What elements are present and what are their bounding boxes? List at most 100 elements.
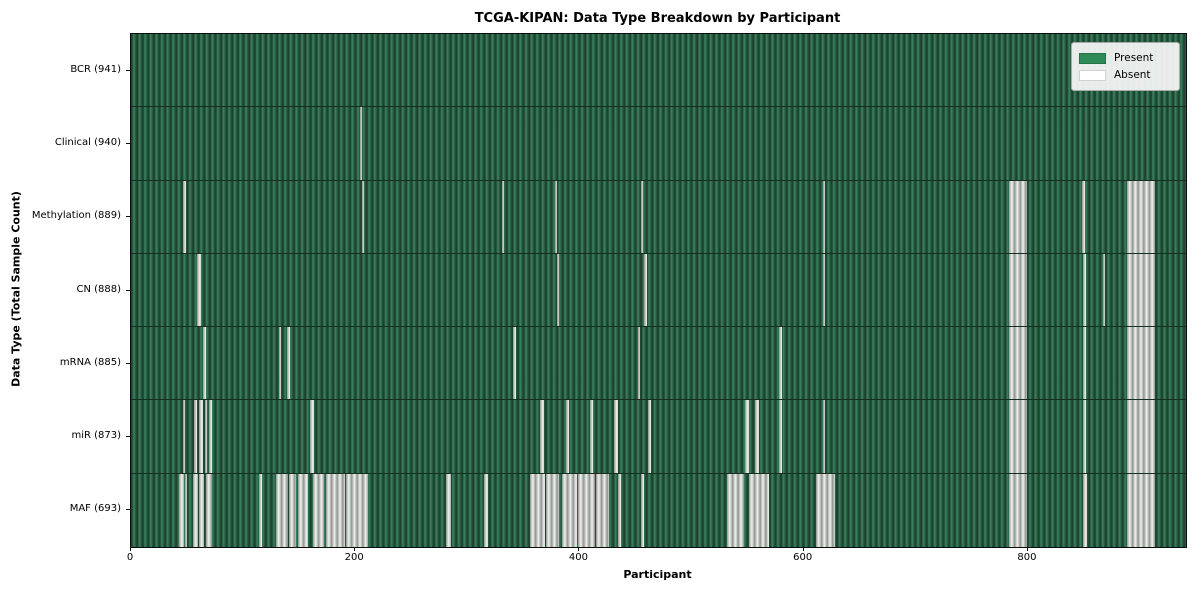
legend: Present Absent <box>1071 42 1180 91</box>
y-tick-label-cn: CN (888) <box>76 283 121 295</box>
absent-stripe <box>647 400 652 473</box>
y-tick-label-methylation: Methylation (889) <box>31 210 121 222</box>
absent-stripe <box>1082 253 1087 327</box>
y-tick-label-maf: MAF (693) <box>69 503 121 515</box>
y-tick-label-mir: miR (873) <box>71 430 121 442</box>
absent-stripe <box>1126 253 1155 327</box>
absent-stripe <box>192 473 199 547</box>
absent-stripe <box>779 400 783 473</box>
y-tick-label-mrna: mRNA (885) <box>59 356 121 368</box>
x-tick-label-800: 800 <box>1017 552 1037 563</box>
heatmap-row-bcr <box>131 34 1186 108</box>
absent-stripe <box>1008 473 1027 547</box>
absent-stripe <box>484 473 488 547</box>
absent-stripe <box>289 473 296 547</box>
absent-stripe <box>513 327 516 400</box>
absent-stripe <box>502 180 505 253</box>
x-tick-mark <box>578 547 580 551</box>
absent-stripe <box>182 400 185 473</box>
absent-stripe <box>199 400 203 473</box>
legend-label-absent: Absent <box>1114 68 1151 81</box>
absent-stripe <box>1126 180 1155 253</box>
x-tick-mark <box>1026 547 1028 551</box>
absent-stripe <box>1008 253 1027 327</box>
absent-stripe <box>1126 400 1155 473</box>
absent-stripe <box>275 473 288 547</box>
absent-stripe <box>326 473 346 547</box>
chart-title: TCGA-KIPAN: Data Type Breakdown by Parti… <box>474 11 841 26</box>
absent-stripe <box>359 107 362 180</box>
absent-stripe <box>822 253 825 327</box>
heatmap-row-mrna <box>131 327 1186 401</box>
absent-stripe <box>614 400 618 473</box>
y-tick-label-clinical: Clinical (940) <box>54 136 121 148</box>
absent-stripe <box>822 400 825 473</box>
heatmap-row-maf <box>131 473 1186 547</box>
absent-stripe <box>346 473 368 547</box>
y-tick-mark <box>126 509 130 511</box>
y-tick-mark <box>126 362 130 364</box>
absent-stripe <box>1008 327 1027 400</box>
x-tick-label-200: 200 <box>344 552 364 563</box>
absent-stripe <box>193 400 198 473</box>
x-tick-mark <box>354 547 356 551</box>
absent-stripe <box>1082 473 1088 547</box>
absent-stripe <box>1008 400 1027 473</box>
absent-stripe <box>641 180 644 253</box>
absent-stripe <box>641 473 645 547</box>
absent-stripe <box>179 473 184 547</box>
absent-stripe <box>182 180 186 253</box>
absent-stripe <box>644 253 647 327</box>
absent-stripe <box>184 473 188 547</box>
absent-stripe <box>1082 327 1087 400</box>
absent-stripe <box>589 400 593 473</box>
absent-stripe <box>540 400 544 473</box>
absent-stripe <box>566 400 570 473</box>
absent-stripe <box>822 180 825 253</box>
plot-area: Present Absent <box>130 33 1187 548</box>
legend-label-present: Present <box>1114 51 1154 64</box>
absent-stripe <box>204 400 208 473</box>
absent-stripe <box>545 473 560 547</box>
absent-stripe <box>596 473 609 547</box>
absent-stripe <box>209 400 212 473</box>
absent-stripe <box>312 473 324 547</box>
x-tick-mark <box>802 547 804 551</box>
absent-stripe <box>727 473 745 547</box>
heatmap-row-cn <box>131 253 1186 328</box>
absent-stripe <box>816 473 836 547</box>
absent-stripe <box>1103 253 1106 327</box>
absent-stripe <box>1126 473 1155 547</box>
absent-stripe <box>446 473 451 547</box>
x-tick-label-400: 400 <box>568 552 588 563</box>
y-tick-mark <box>126 69 130 71</box>
x-axis-title: Participant <box>623 568 692 581</box>
absent-stripe <box>1081 180 1086 253</box>
heatmap-row-mir <box>131 400 1186 474</box>
absent-stripe <box>199 473 204 547</box>
heatmap-row-methylation <box>131 180 1186 254</box>
x-tick-mark <box>130 547 131 551</box>
absent-stripe <box>286 327 291 400</box>
absent-stripe <box>779 327 783 400</box>
absent-stripe <box>202 327 207 400</box>
absent-stripe <box>298 473 309 547</box>
absent-stripe <box>206 473 212 547</box>
absent-stripe <box>1126 327 1155 400</box>
absent-stripe <box>361 180 365 253</box>
y-tick-mark <box>126 436 130 438</box>
x-tick-label-600: 600 <box>793 552 813 563</box>
legend-item-absent: Absent <box>1079 67 1171 83</box>
absent-stripe <box>258 473 263 547</box>
absent-stripe <box>197 253 201 327</box>
y-tick-mark <box>126 289 130 291</box>
absent-swatch <box>1079 69 1106 81</box>
y-tick-mark <box>126 216 130 218</box>
absent-stripe <box>554 180 558 253</box>
absent-stripe <box>637 327 640 400</box>
y-tick-label-bcr: BCR (941) <box>70 63 121 75</box>
x-tick-label-0: 0 <box>126 552 134 563</box>
heatmap-row-clinical <box>131 107 1186 181</box>
present-swatch <box>1079 52 1106 64</box>
